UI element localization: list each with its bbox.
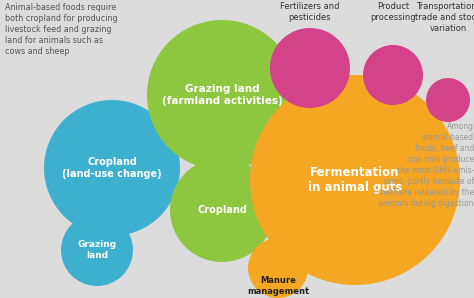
Circle shape (44, 100, 180, 236)
Circle shape (170, 158, 274, 262)
Text: Transportation,
trade and stock
variation: Transportation, trade and stock variatio… (415, 2, 474, 33)
Circle shape (147, 20, 297, 170)
Circle shape (250, 75, 460, 285)
Text: Grazing land
(farmland activities): Grazing land (farmland activities) (162, 84, 283, 106)
Text: Grazing
land: Grazing land (77, 240, 117, 260)
Circle shape (270, 28, 350, 108)
Text: Animal-based foods require
both cropland for producing
livestock feed and grazin: Animal-based foods require both cropland… (5, 3, 118, 56)
Circle shape (426, 78, 470, 122)
Text: Cropland
(land-use change): Cropland (land-use change) (62, 157, 162, 179)
Text: Fermentation
in animal guts: Fermentation in animal guts (308, 165, 402, 195)
Circle shape (248, 238, 308, 298)
Text: Among
animal-based
foods, beef and
cow milk produce
the most GHG emis-
sions, pa: Among animal-based foods, beef and cow m… (378, 122, 474, 208)
Circle shape (61, 214, 133, 286)
Text: Cropland: Cropland (197, 205, 247, 215)
Text: Fertilizers and
pesticides: Fertilizers and pesticides (280, 2, 340, 22)
Text: Product
processing: Product processing (370, 2, 416, 22)
Text: Manure
management: Manure management (247, 276, 309, 296)
Circle shape (363, 45, 423, 105)
